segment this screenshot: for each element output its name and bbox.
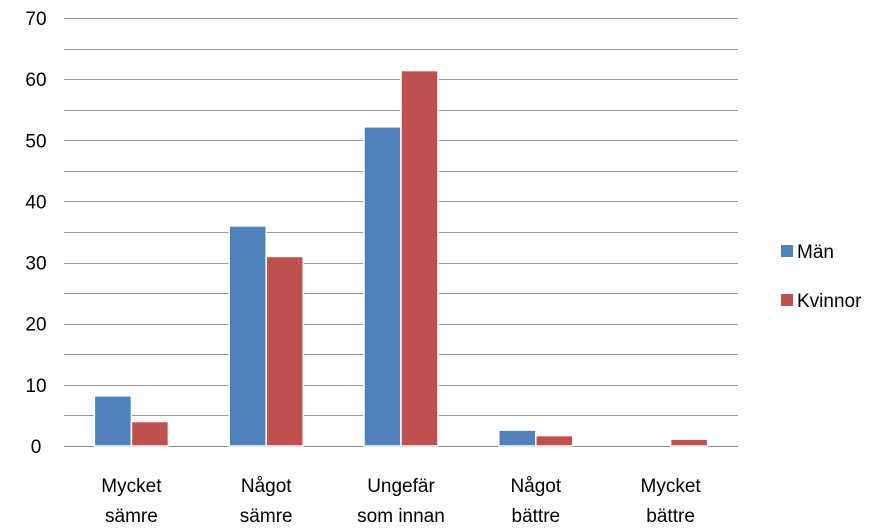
bars xyxy=(93,69,709,447)
bar-man-3 xyxy=(498,429,537,447)
x-tick-label: bättre xyxy=(646,506,695,527)
x-tick-label: som innan xyxy=(357,506,445,527)
bar-kvinnor-1 xyxy=(265,255,304,447)
legend: Män Kvinnor xyxy=(781,242,862,312)
bar-kvinnor-0 xyxy=(130,420,170,447)
x-tick-label: Mycket xyxy=(641,476,702,497)
bar-man-0 xyxy=(93,395,133,447)
bar-kvinnor-2 xyxy=(400,69,439,447)
y-tick-label: 40 xyxy=(25,192,46,213)
y-tick-label: 0 xyxy=(31,437,42,458)
x-tick-label: Ungefär xyxy=(367,476,435,497)
y-tick-label: 60 xyxy=(25,70,46,91)
y-tick-label: 70 xyxy=(25,9,46,30)
x-axis: Mycket sämre Något sämre Ungefär som innan Någ… xyxy=(101,476,701,527)
y-axis: 0 10 20 30 40 50 60 70 xyxy=(25,9,46,458)
y-tick-label: 20 xyxy=(25,315,46,336)
legend-swatch-kvinnor xyxy=(781,294,793,306)
legend-swatch-man xyxy=(781,245,793,257)
legend-label-man: Män xyxy=(797,242,834,263)
x-tick-label: Mycket xyxy=(101,476,162,497)
y-tick-label: 50 xyxy=(25,131,46,152)
bar-kvinnor-3 xyxy=(535,434,574,447)
y-tick-label: 30 xyxy=(25,254,46,275)
bar-man-1 xyxy=(228,225,267,447)
x-tick-label: sämre xyxy=(240,506,293,527)
x-tick-label: Något xyxy=(510,476,561,497)
x-tick-label: sämre xyxy=(105,506,158,527)
y-tick-label: 10 xyxy=(25,376,46,397)
x-tick-label: bättre xyxy=(512,506,561,527)
x-tick-label: Något xyxy=(241,476,292,497)
legend-label-kvinnor: Kvinnor xyxy=(797,291,862,312)
bar-man-2 xyxy=(363,126,402,447)
bar-kvinnor-4 xyxy=(669,438,709,447)
